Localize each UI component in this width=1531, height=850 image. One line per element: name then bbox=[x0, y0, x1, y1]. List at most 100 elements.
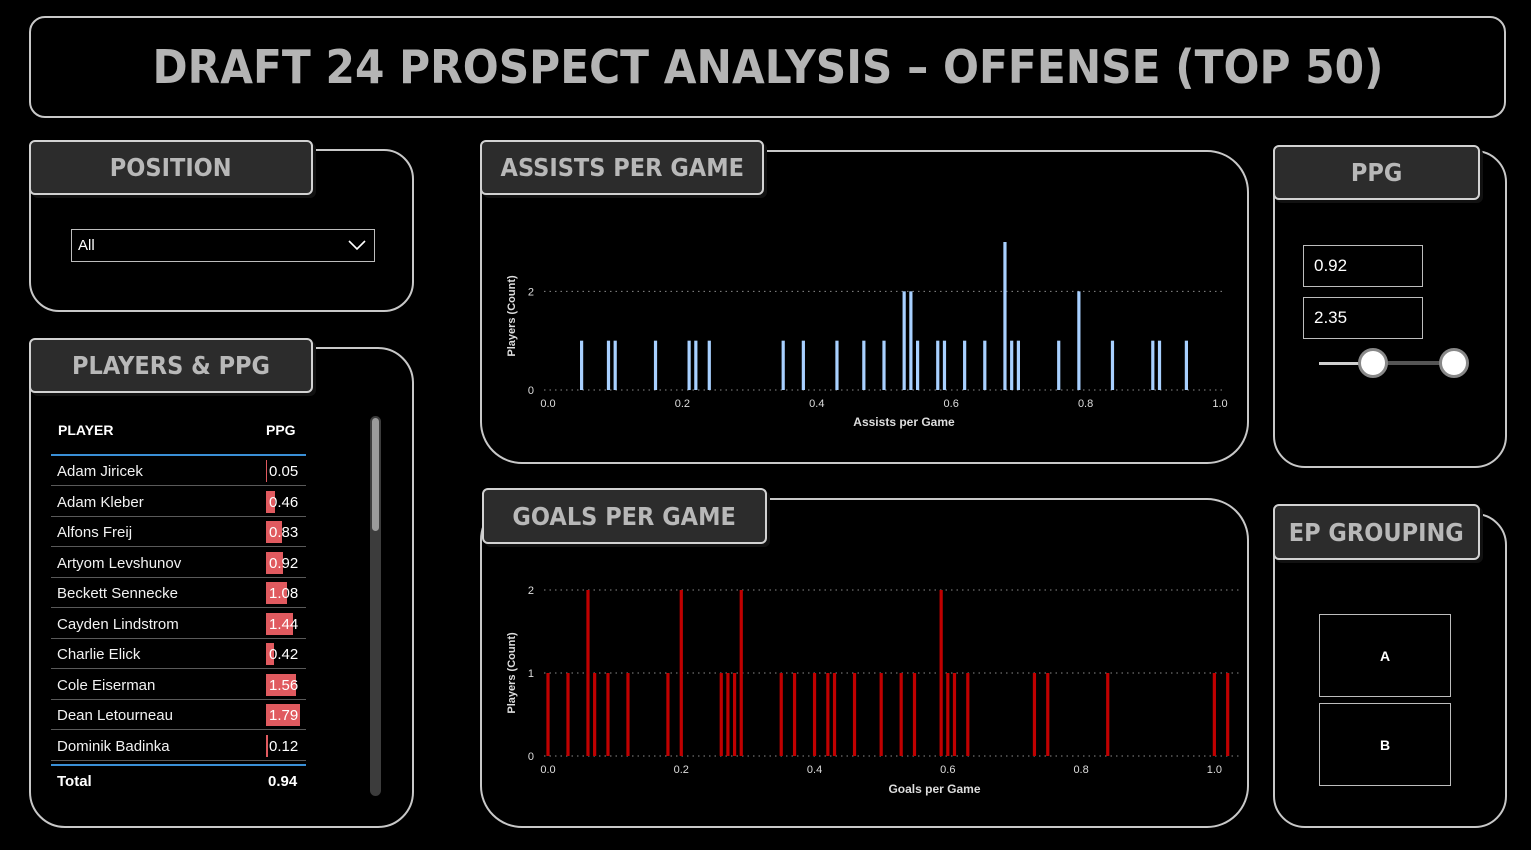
column-header-ppg[interactable]: PPG bbox=[266, 422, 296, 438]
player-name: Beckett Sennecke bbox=[57, 585, 178, 602]
histogram-bar bbox=[916, 340, 920, 390]
position-tab: POSITION bbox=[29, 140, 313, 195]
histogram-bar bbox=[679, 590, 683, 756]
players-tab: PLAYERS & PPG bbox=[29, 338, 313, 393]
table-row[interactable]: Dean Letourneau 1.79 bbox=[51, 700, 306, 730]
ep-group-a-button[interactable]: A bbox=[1319, 614, 1451, 697]
player-name: Cole Eiserman bbox=[57, 676, 156, 694]
ppg-tab-label: PPG bbox=[1350, 158, 1403, 187]
histogram-bar bbox=[546, 673, 550, 756]
histogram-bar bbox=[882, 340, 886, 390]
table-row[interactable]: Dominik Badinka 0.12 bbox=[51, 731, 306, 761]
player-ppg-value: 0.92 bbox=[269, 554, 299, 572]
player-name: Adam Kleber bbox=[57, 493, 144, 511]
player-name: Cayden Lindstrom bbox=[57, 615, 179, 633]
ppg-min-input[interactable]: 0.92 bbox=[1303, 245, 1423, 287]
ppg-tab: PPG bbox=[1273, 145, 1480, 200]
histogram-bar bbox=[1057, 340, 1061, 390]
histogram-bar bbox=[1003, 242, 1007, 390]
table-row[interactable]: Cayden Lindstrom 1.44 bbox=[51, 609, 306, 639]
x-axis-label: Assists per Game bbox=[853, 415, 955, 429]
ep-grouping-tab: EP GROUPING bbox=[1273, 504, 1480, 560]
y-tick-label: 2 bbox=[528, 585, 534, 597]
histogram-bar bbox=[942, 340, 947, 390]
x-tick-label: 0.2 bbox=[674, 764, 689, 776]
header-divider bbox=[51, 454, 306, 456]
x-tick-label: 0.6 bbox=[940, 764, 955, 776]
x-tick-label: 0.4 bbox=[807, 764, 822, 776]
assists-tab-label: ASSISTS PER GAME bbox=[500, 153, 744, 182]
goals-tab-label: GOALS PER GAME bbox=[512, 501, 737, 531]
histogram-bar bbox=[832, 673, 837, 756]
player-ppg-value: 0.42 bbox=[269, 646, 299, 663]
histogram-bar bbox=[1077, 291, 1081, 390]
table-row[interactable]: Adam Jiricek 0.05 bbox=[51, 456, 306, 486]
histogram-bar bbox=[707, 340, 711, 390]
total-divider bbox=[51, 764, 306, 766]
histogram-bar bbox=[952, 673, 957, 756]
table-row[interactable]: Cole Eiserman 1.56 bbox=[51, 670, 306, 700]
histogram-bar bbox=[1110, 340, 1115, 390]
goals-histogram: 0 1 2 0.0 0.2 0.4 0.6 0.8 1.0 Goals per Game Playe… bbox=[506, 585, 1240, 796]
table-scrollbar-thumb[interactable] bbox=[372, 418, 379, 531]
table-scrollbar[interactable] bbox=[370, 416, 381, 796]
player-name: Adam Jiricek bbox=[57, 463, 143, 480]
table-row[interactable]: Alfons Freij 0.83 bbox=[51, 517, 306, 547]
player-name: Charlie Elick bbox=[57, 646, 141, 663]
histogram-bar bbox=[879, 673, 883, 756]
histogram-bar bbox=[566, 673, 570, 756]
histogram-bar bbox=[779, 673, 783, 756]
histogram-bar bbox=[792, 673, 797, 756]
table-row[interactable]: Artyom Levshunov 0.92 bbox=[51, 548, 306, 578]
ep-grouping-tab-label: EP GROUPING bbox=[1288, 517, 1465, 547]
position-selected-value: All bbox=[78, 237, 95, 254]
players-tab-label: PLAYERS & PPG bbox=[71, 351, 271, 380]
histogram-bar bbox=[694, 340, 698, 390]
player-name: Artyom Levshunov bbox=[57, 554, 182, 572]
histogram-bar bbox=[726, 673, 730, 756]
title-banner: DRAFT 24 PROSPECT ANALYSIS – OFFENSE (TO… bbox=[29, 16, 1506, 118]
histogram-bar bbox=[606, 673, 610, 756]
ppg-data-bar bbox=[266, 582, 287, 604]
histogram-bar bbox=[593, 673, 597, 756]
goals-tab: GOALS PER GAME bbox=[482, 488, 767, 544]
table-row[interactable]: Charlie Elick 0.42 bbox=[51, 639, 306, 669]
histogram-bar bbox=[613, 340, 617, 390]
histogram-bar bbox=[1184, 340, 1188, 390]
player-ppg-value: 0.46 bbox=[269, 493, 299, 511]
histogram-bar bbox=[939, 590, 943, 756]
x-tick-label: 0.2 bbox=[675, 398, 690, 410]
assists-panel bbox=[480, 150, 1249, 464]
y-tick-label: 1 bbox=[528, 668, 534, 680]
table-row[interactable]: Adam Kleber 0.46 bbox=[51, 487, 306, 517]
ppg-data-bar bbox=[266, 643, 274, 665]
ppg-slider-min-handle[interactable] bbox=[1357, 348, 1388, 378]
total-label: Total bbox=[57, 773, 92, 790]
histogram-bar bbox=[983, 340, 987, 390]
player-name: Dominik Badinka bbox=[57, 737, 170, 755]
x-tick-label: 1.0 bbox=[1212, 398, 1227, 410]
ppg-data-bar bbox=[266, 521, 282, 543]
histogram-bar bbox=[1212, 673, 1216, 756]
ppg-slider-range bbox=[1372, 361, 1456, 365]
x-tick-label: 0.0 bbox=[540, 764, 555, 776]
histogram-bar bbox=[835, 340, 839, 390]
histogram-bar bbox=[936, 340, 940, 390]
histogram-bar bbox=[719, 673, 723, 756]
histogram-bar bbox=[899, 673, 903, 756]
x-tick-label: 0.8 bbox=[1073, 764, 1088, 776]
column-header-player[interactable]: PLAYER bbox=[58, 422, 114, 438]
histogram-bar bbox=[902, 291, 906, 390]
histogram-bar bbox=[1157, 340, 1162, 390]
ep-group-b-button[interactable]: B bbox=[1319, 703, 1451, 786]
histogram-bar bbox=[852, 673, 857, 756]
x-tick-label: 0.4 bbox=[809, 398, 824, 410]
ppg-slider-max-handle[interactable] bbox=[1439, 348, 1469, 378]
histogram-bar bbox=[666, 673, 670, 756]
histogram-bar bbox=[1010, 340, 1014, 390]
table-row[interactable]: Beckett Sennecke 1.08 bbox=[51, 578, 306, 608]
ppg-max-input[interactable]: 2.35 bbox=[1303, 297, 1423, 339]
histogram-bar bbox=[606, 340, 611, 390]
chevron-down-icon bbox=[348, 240, 366, 251]
position-dropdown[interactable]: All bbox=[71, 229, 375, 262]
